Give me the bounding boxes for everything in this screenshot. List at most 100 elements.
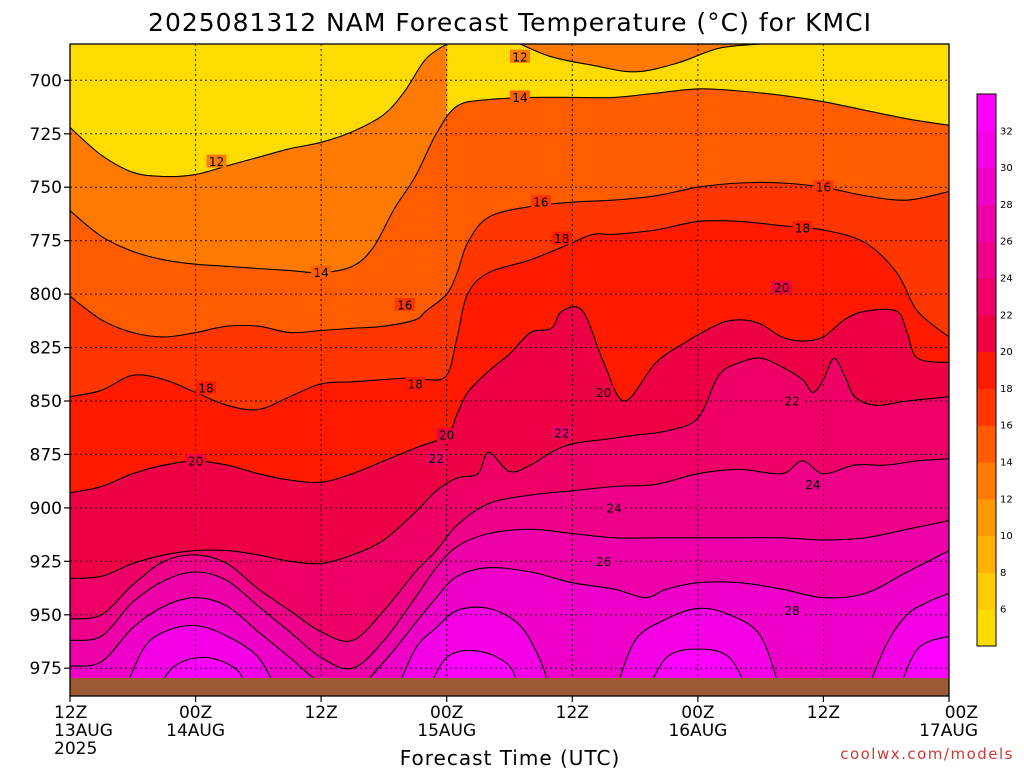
contour-label-bg [311, 265, 332, 279]
y-tick-label: 700 [30, 71, 62, 91]
colorbar-swatch [977, 351, 996, 389]
colorbar-label: 32 [1000, 126, 1013, 137]
colorbar-label: 26 [1000, 237, 1013, 248]
contour-label-bg [510, 90, 530, 104]
contour-line-32c [645, 648, 751, 696]
contour-label: 18 [554, 232, 569, 246]
contour-label: 24 [606, 501, 621, 515]
x-tick-label: 13AUG [54, 721, 113, 741]
contour-label-bg [593, 554, 614, 568]
contour-label: 20 [596, 386, 611, 400]
x-tick-label: 00Z [430, 703, 463, 723]
chart-title: 2025081312 NAM Forecast Temperature (°C)… [148, 8, 872, 37]
x-tick-label: 15AUG [417, 721, 476, 741]
x-tick-label: 12Z [54, 703, 87, 723]
colorbar-frame [976, 93, 997, 647]
temperature-fill-layer [70, 44, 949, 696]
colorbar-swatch [977, 572, 996, 610]
contour-line-12c [519, 44, 761, 73]
y-tick-label: 825 [30, 339, 62, 359]
colorbar-swatch [977, 609, 996, 647]
colorbar-swatch [977, 278, 996, 316]
x-tick-label: 14AUG [166, 721, 225, 741]
colorbar-swatch [977, 498, 996, 537]
ground-surface [70, 678, 949, 696]
contour-line-32c [425, 649, 521, 696]
contour-label: 16 [816, 181, 831, 195]
colorbar-label: 10 [1000, 531, 1013, 542]
x-tick-label: 12Z [807, 703, 840, 723]
contour-label-bg [771, 280, 792, 294]
contour-layer: 12 12 14 14 16 16 16 18 18 18 18 20 20 20 20 22 22 22 24 24… [70, 44, 949, 696]
contour-label-bg [551, 426, 572, 440]
colorbar-swatch [977, 535, 996, 573]
contour-line-32c [153, 656, 249, 696]
y-tick-label: 925 [30, 552, 62, 572]
contour-label: 12 [209, 155, 224, 169]
x-tick-label: 00Z [681, 703, 714, 723]
contour-line-12c [70, 44, 448, 178]
contour-line-20c [70, 306, 949, 494]
y-tick-label: 875 [30, 445, 62, 465]
contour-line-30c [393, 606, 552, 696]
contour-label-bg [813, 180, 834, 194]
x-tick-label: 00Z [945, 703, 978, 723]
colorbar-swatch [977, 241, 996, 279]
x-tick-label: 12Z [556, 703, 589, 723]
contour-label-bg [593, 385, 614, 399]
colorbar-label: 30 [1000, 163, 1013, 174]
contour-label: 14 [313, 266, 328, 280]
x-tick-label: 12Z [304, 703, 337, 723]
colorbar-label: 8 [1000, 568, 1006, 579]
contour-label-bg [426, 451, 447, 465]
contour-label-bg [604, 500, 625, 514]
contour-line-26c [70, 520, 949, 670]
colorbar-label: 20 [1000, 347, 1013, 358]
x-axis-title: Forecast Time (UTC) [400, 746, 621, 768]
contour-line-18c [70, 220, 949, 411]
contour-label: 18 [408, 377, 423, 391]
contour-label: 20 [774, 281, 789, 295]
colorbar-swatch [977, 167, 996, 205]
contour-label: 24 [805, 478, 820, 492]
contour-label-bg [206, 154, 227, 168]
contour-line-24c [70, 458, 949, 642]
contour-label: 22 [429, 452, 444, 466]
contour-line-30c [121, 624, 280, 696]
contour-label: 14 [512, 91, 527, 105]
y-tick-label: 775 [30, 232, 62, 252]
contour-line-30c [864, 592, 949, 696]
contour-label-bg [405, 376, 426, 390]
colorbar-swatch [977, 94, 996, 132]
colorbar-label: 24 [1000, 274, 1013, 285]
contour-line-28c [70, 550, 949, 694]
colorbar-label: 6 [1000, 605, 1006, 616]
colorbar-swatch [977, 204, 996, 242]
y-tick-label: 975 [30, 659, 62, 679]
y-tick-label: 725 [30, 125, 62, 145]
colorbar-swatch [977, 314, 996, 353]
contour-line-30c [613, 607, 783, 696]
y-axis: 700 725 750 775 800 825 850 875 900 925 950 975 [30, 71, 70, 679]
x-tick-label: 2025 [54, 739, 97, 759]
contour-label: 22 [784, 395, 799, 409]
x-tick-label: 16AUG [668, 721, 727, 741]
contour-label: 20 [439, 429, 454, 443]
contour-line-22c [70, 357, 949, 579]
contour-label: 16 [397, 298, 412, 312]
x-tick-label: 17AUG [919, 721, 978, 741]
y-tick-label: 850 [30, 392, 62, 412]
contour-label: 18 [198, 382, 213, 396]
colorbar-label: 16 [1000, 421, 1013, 432]
y-tick-label: 900 [30, 499, 62, 519]
contour-label: 16 [533, 196, 548, 210]
contour-label: 22 [554, 427, 569, 441]
colorbar-swatch [977, 425, 996, 463]
y-tick-label: 800 [30, 285, 62, 305]
contour-label-bg [394, 297, 415, 311]
colorbar-label: 18 [1000, 384, 1013, 395]
colorbar-label: 22 [1000, 310, 1013, 321]
